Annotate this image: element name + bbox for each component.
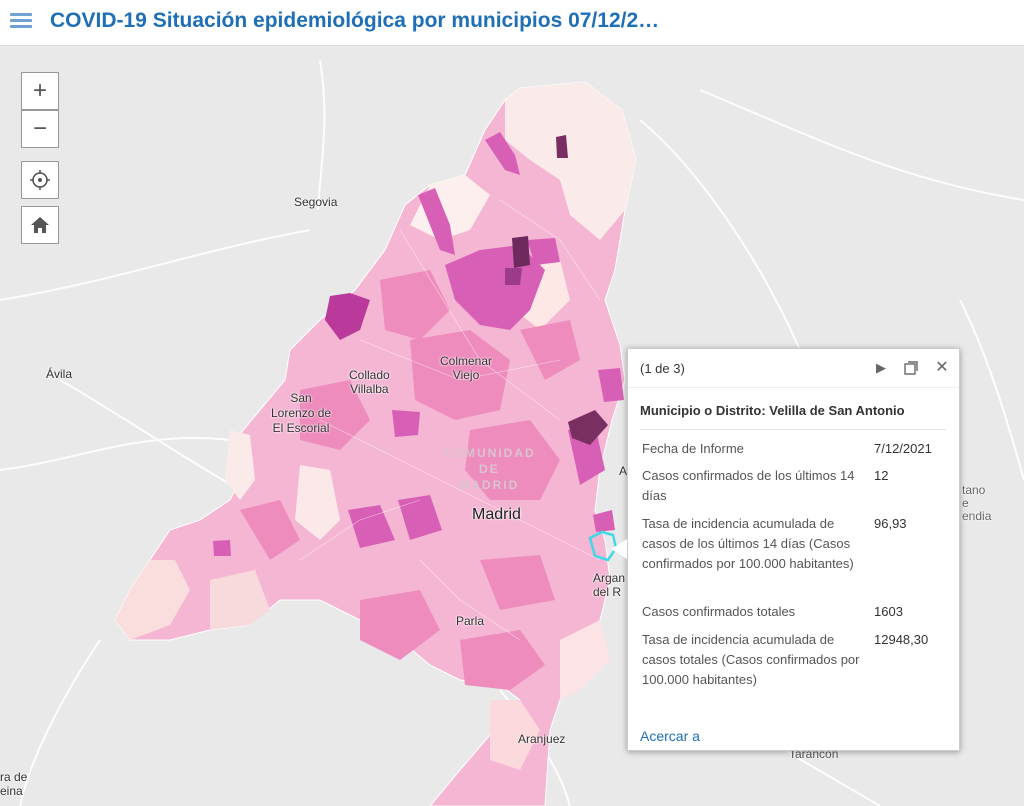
- very-high-districts: [325, 135, 608, 445]
- map-label-lower-left-line1: ra de: [0, 770, 28, 784]
- map-label-right-a: A: [619, 464, 628, 478]
- map-label-right-line1: tano: [962, 483, 986, 497]
- home-button[interactable]: [21, 206, 59, 244]
- map-label-right-line3: endia: [962, 509, 992, 523]
- dock-icon[interactable]: [902, 359, 920, 377]
- map-label-right-line2: e: [962, 496, 969, 510]
- map-label-region-line2: DE: [479, 462, 500, 476]
- map-label-collado-villalba-line1: Collado: [349, 368, 390, 382]
- home-icon: [31, 217, 49, 233]
- map-label-collado-villalba: Collado Villalba: [349, 368, 390, 396]
- map-label-san-lorenzo-line2: Lorenzo de: [271, 406, 332, 420]
- map-label-colmenar-viejo: Colmenar Viejo: [440, 354, 492, 382]
- map-label-madrid: Madrid: [472, 506, 521, 523]
- map-label-region-line3: MADRID: [459, 478, 520, 492]
- zoom-out-button[interactable]: −: [21, 110, 59, 148]
- map-label-colmenar-viejo-line2: Viejo: [452, 368, 480, 382]
- map-label-arganda-line1: Argan: [593, 571, 626, 585]
- popup-row-label: Fecha de Informe: [642, 441, 744, 456]
- popup-row-label: Casos confirmados de los últimos 14 días: [642, 468, 855, 503]
- map-label-san-lorenzo-line3: El Escorial: [272, 421, 330, 435]
- popup-title: Municipio o Distrito: Velilla de San Ant…: [640, 403, 905, 418]
- light-districts: [115, 82, 636, 770]
- map-label-arganda: Argan del R: [593, 571, 625, 599]
- feature-popup: (1 de 3) ▶ ✕ Municipio o Distrito: Velil…: [627, 348, 960, 751]
- map-label-lower-left-line2: eina: [0, 784, 23, 798]
- map-label-aranjuez: Aranjuez: [518, 732, 566, 746]
- zoom-in-button[interactable]: +: [21, 72, 59, 110]
- map-label-arganda-line2: del R: [593, 585, 622, 599]
- popup-row-label: Tasa de incidencia acumulada de casos to…: [642, 632, 860, 687]
- map-label-collado-villalba-line2: Villalba: [350, 382, 389, 396]
- map-label-san-lorenzo-line1: San: [290, 391, 312, 405]
- page-title: COVID-19 Situación epidemiológica por mu…: [50, 9, 660, 32]
- app-header: COVID-19 Situación epidemiológica por mu…: [0, 0, 1024, 46]
- map-label-san-lorenzo: San Lorenzo de El Escorial: [271, 391, 331, 436]
- locate-icon: [30, 170, 50, 190]
- map-label-colmenar-viejo-line1: Colmenar: [440, 354, 493, 368]
- map-label-segovia: Segovia: [294, 195, 338, 209]
- hamburger-icon[interactable]: [10, 10, 32, 32]
- map-label-region-line1: COMUNIDAD: [443, 446, 536, 460]
- zoom-to-link[interactable]: Acercar a: [640, 728, 700, 744]
- map-label-avila: Ávila: [46, 367, 73, 381]
- popup-row-value: 12: [874, 468, 889, 483]
- close-icon[interactable]: ✕: [935, 359, 949, 376]
- popup-divider: [640, 429, 946, 430]
- map-label-parla: Parla: [456, 614, 485, 628]
- locate-button[interactable]: [21, 161, 59, 199]
- district-boundaries: [299, 199, 601, 641]
- map-label-right: tano e endia: [962, 484, 991, 523]
- play-icon[interactable]: ▶: [876, 360, 886, 375]
- popup-pointer: [611, 539, 627, 559]
- popup-header: (1 de 3) ▶ ✕: [628, 349, 959, 388]
- popup-row-label: Casos confirmados totales: [642, 604, 796, 619]
- popup-row-value: 1603: [874, 604, 903, 619]
- map-label-lower-left: ra de eina: [0, 770, 27, 798]
- popup-row-label: Tasa de incidencia acumulada de casos de…: [642, 516, 854, 571]
- map-label-region: COMUNIDAD DE MADRID: [443, 445, 536, 493]
- popup-row-value: 7/12/2021: [874, 441, 932, 456]
- popup-row-value: 96,93: [874, 516, 907, 531]
- popup-pager: (1 de 3): [640, 361, 685, 376]
- medium-districts: [240, 270, 580, 690]
- popup-row-value: 12948,30: [874, 632, 929, 647]
